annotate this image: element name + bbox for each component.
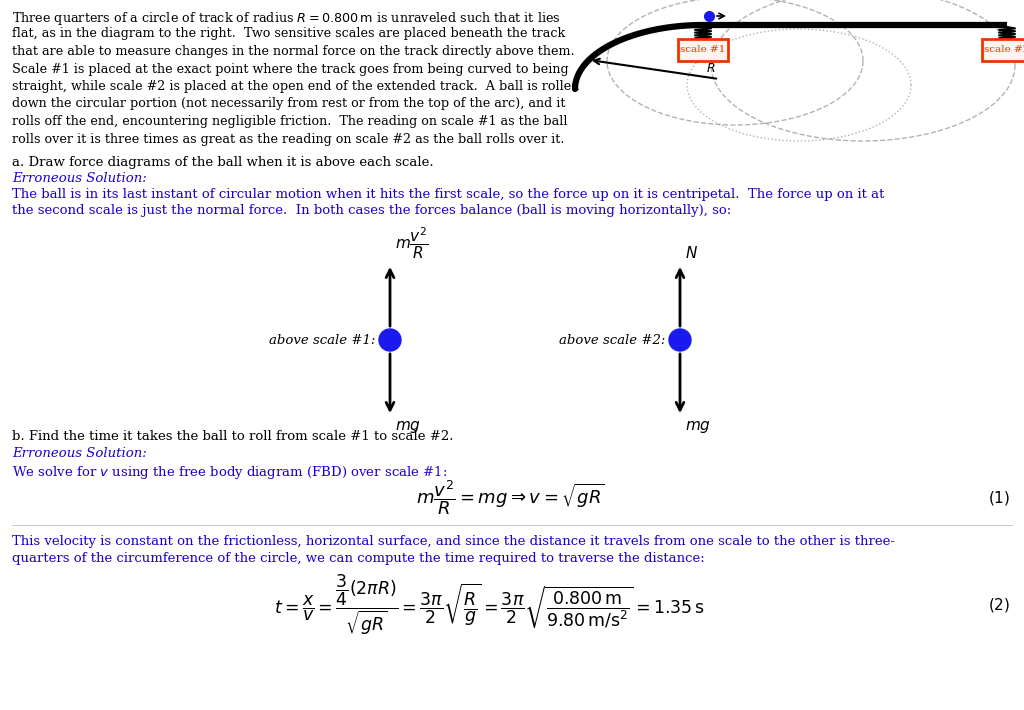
Text: scale #2: scale #2 [984,45,1024,55]
Text: rolls off the end, encountering negligible friction.  The reading on scale #1 as: rolls off the end, encountering negligib… [12,115,567,128]
Text: $m\dfrac{v^2}{R}$: $m\dfrac{v^2}{R}$ [395,226,429,261]
Text: above scale #2:: above scale #2: [559,334,665,346]
Text: $t = \dfrac{x}{v} = \dfrac{\dfrac{3}{4}(2\pi R)}{\sqrt{gR}} = \dfrac{3\pi}{2}\sq: $t = \dfrac{x}{v} = \dfrac{\dfrac{3}{4}(… [274,572,706,638]
Text: $N$: $N$ [685,245,698,261]
Text: $mg$: $mg$ [685,419,711,435]
Text: $m\dfrac{v^2}{R} = mg \Rightarrow v = \sqrt{gR}$: $m\dfrac{v^2}{R} = mg \Rightarrow v = \s… [416,479,604,518]
Text: above scale #1:: above scale #1: [268,334,375,346]
Text: straight, while scale #2 is placed at the open end of the extended track.  A bal: straight, while scale #2 is placed at th… [12,80,580,93]
Text: scale #1: scale #1 [680,45,726,55]
Circle shape [379,329,401,351]
Text: b. Find the time it takes the ball to roll from scale #1 to scale #2.: b. Find the time it takes the ball to ro… [12,430,454,443]
Text: $R$: $R$ [707,62,716,75]
Text: a. Draw force diagrams of the ball when it is above each scale.: a. Draw force diagrams of the ball when … [12,156,433,169]
Text: Scale #1 is placed at the exact point where the track goes from being curved to : Scale #1 is placed at the exact point wh… [12,62,568,75]
Text: flat, as in the diagram to the right.  Two sensitive scales are placed beneath t: flat, as in the diagram to the right. Tw… [12,28,565,40]
Text: $(1)$: $(1)$ [988,489,1010,507]
Text: Erroneous Solution:: Erroneous Solution: [12,172,146,185]
FancyBboxPatch shape [678,39,728,61]
Text: This velocity is constant on the frictionless, horizontal surface, and since the: This velocity is constant on the frictio… [12,535,895,548]
Text: down the circular portion (not necessarily from rest or from the top of the arc): down the circular portion (not necessari… [12,97,565,111]
Text: Three quarters of a circle of track of radius $R = 0.800\,\mathrm{m}$ is unravel: Three quarters of a circle of track of r… [12,10,561,27]
FancyBboxPatch shape [982,39,1024,61]
Text: rolls over it is three times as great as the reading on scale #2 as the ball rol: rolls over it is three times as great as… [12,133,564,146]
Text: $mg$: $mg$ [395,419,421,435]
Text: that are able to measure changes in the normal force on the track directly above: that are able to measure changes in the … [12,45,574,58]
Text: $(2)$: $(2)$ [988,596,1010,614]
Circle shape [669,329,691,351]
Text: The ball is in its last instant of circular motion when it hits the first scale,: The ball is in its last instant of circu… [12,188,885,201]
Text: quarters of the circumference of the circle, we can compute the time required to: quarters of the circumference of the cir… [12,552,705,565]
Text: We solve for $v$ using the free body diagram (FBD) over scale #1:: We solve for $v$ using the free body dia… [12,464,447,481]
Text: Erroneous Solution:: Erroneous Solution: [12,447,146,460]
Text: the second scale is just the normal force.  In both cases the forces balance (ba: the second scale is just the normal forc… [12,204,731,217]
